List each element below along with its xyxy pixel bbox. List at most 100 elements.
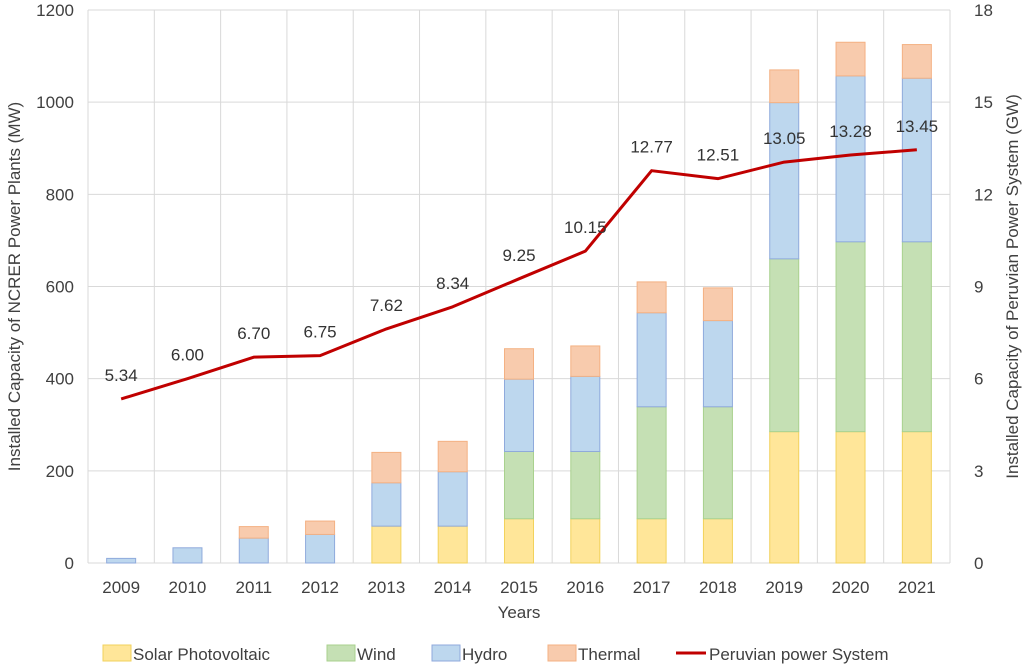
legend: Solar Photovoltaic Wind Hydro Thermal Peruvi… [102,644,889,664]
bar-thermal [702,287,733,322]
x-tick-label: 2010 [169,578,207,597]
legend-swatch [102,644,132,662]
legend-label: Thermal [578,645,640,664]
bar-hydro [106,557,137,564]
y2-tick-label: 9 [974,278,983,297]
y2-tick-label: 12 [974,185,993,204]
y2-axis-title: Installed Capacity of Peruvian Power Sys… [1003,94,1022,479]
bar-wind [769,258,800,433]
bar-thermal [636,281,667,314]
bar-thermal [769,69,800,104]
bar-solar-photovoltaic [835,431,866,564]
bar-hydro [702,320,733,408]
data-labels: 5.34 6.00 6.70 6.75 7.62 8.34 9.25 10.15 12.77 12… [105,117,939,385]
line-peruvian-power-system [120,148,917,401]
line-data-label: 13.05 [763,129,806,148]
bar-solar-photovoltaic [636,518,667,564]
y-tick-label: 1000 [36,93,74,112]
bar-thermal [835,41,866,77]
line-data-label: 7.62 [370,296,403,315]
x-tick-label: 2011 [235,578,272,597]
y-tick-label: 400 [46,370,74,389]
bar-hydro [769,102,800,260]
bar-thermal [901,44,932,79]
bar-solar-photovoltaic [371,525,402,564]
line-data-label: 12.51 [697,146,740,165]
bar-solar-photovoltaic [504,518,534,564]
y-tick-label: 1200 [36,1,74,20]
legend-label: Hydro [462,645,507,664]
bar-hydro [437,471,468,527]
bar-solar-photovoltaic [702,518,733,564]
legend-swatch [547,644,577,662]
line-data-label: 12.77 [630,138,673,157]
bar-wind [570,450,601,520]
y2-tick-label: 15 [974,93,993,112]
y-tick-label: 200 [46,462,74,481]
axes: Installed Capacity of NCRER Power Plants… [5,1,1022,622]
bar-thermal [305,520,336,535]
bar-hydro [371,482,402,527]
line-data-label: 6.75 [304,323,337,342]
bar-hydro [305,533,336,564]
gridlines [87,9,951,564]
y-tick-label: 0 [65,554,74,573]
bar-wind [702,406,733,520]
legend-label: Peruvian power System [709,645,889,664]
bar-thermal [238,526,269,539]
legend-label: Solar Photovoltaic [133,645,271,664]
x-tick-label: 2020 [832,578,870,597]
x-tick-label: 2017 [633,578,671,597]
x-tick-label: 2013 [367,578,405,597]
x-tick-label: 2021 [898,578,936,597]
line-data-label: 10.15 [564,218,607,237]
bar-thermal [570,345,601,377]
bar-thermal [504,348,534,380]
y-tick-label: 600 [46,278,74,297]
y-axis-title: Installed Capacity of NCRER Power Plants… [5,102,24,471]
bar-hydro [835,75,866,243]
y2-tick-label: 18 [974,1,993,20]
y2-tick-label: 6 [974,370,983,389]
line-data-label: 6.00 [171,346,204,365]
bar-hydro [570,375,601,452]
y2-tick-label: 3 [974,462,983,481]
bar-wind [504,450,534,520]
bar-wind [636,406,667,520]
legend-label: Wind [357,645,396,664]
bar-hydro [636,312,667,408]
line-series [120,148,917,401]
y2-tick-label: 0 [974,554,983,573]
x-tick-label: 2018 [699,578,737,597]
bar-hydro [901,77,932,243]
bar-hydro [504,378,534,452]
line-data-label: 13.45 [896,117,939,136]
x-tick-label: 2009 [102,578,140,597]
bar-solar-photovoltaic [769,431,800,564]
x-tick-label: 2016 [566,578,604,597]
line-data-label: 13.28 [829,122,872,141]
bar-thermal [437,440,468,473]
x-axis-title: Years [498,603,541,622]
legend-swatch [326,644,356,662]
x-tick-label: 2015 [500,578,538,597]
y-tick-label: 800 [46,185,74,204]
bars [106,41,932,564]
line-data-label: 8.34 [436,274,469,293]
legend-swatch [431,644,461,662]
bar-wind [901,241,932,433]
bar-hydro [172,547,203,564]
bar-hydro [238,537,269,564]
bar-solar-photovoltaic [570,518,601,564]
bar-solar-photovoltaic [437,525,468,564]
x-tick-label: 2019 [765,578,803,597]
line-data-label: 6.70 [237,324,270,343]
x-tick-label: 2012 [301,578,339,597]
x-tick-label: 2014 [434,578,472,597]
line-data-label: 5.34 [105,366,138,385]
bar-solar-photovoltaic [901,431,932,564]
line-data-label: 9.25 [502,246,535,265]
bar-thermal [371,451,402,484]
bar-wind [835,241,866,433]
